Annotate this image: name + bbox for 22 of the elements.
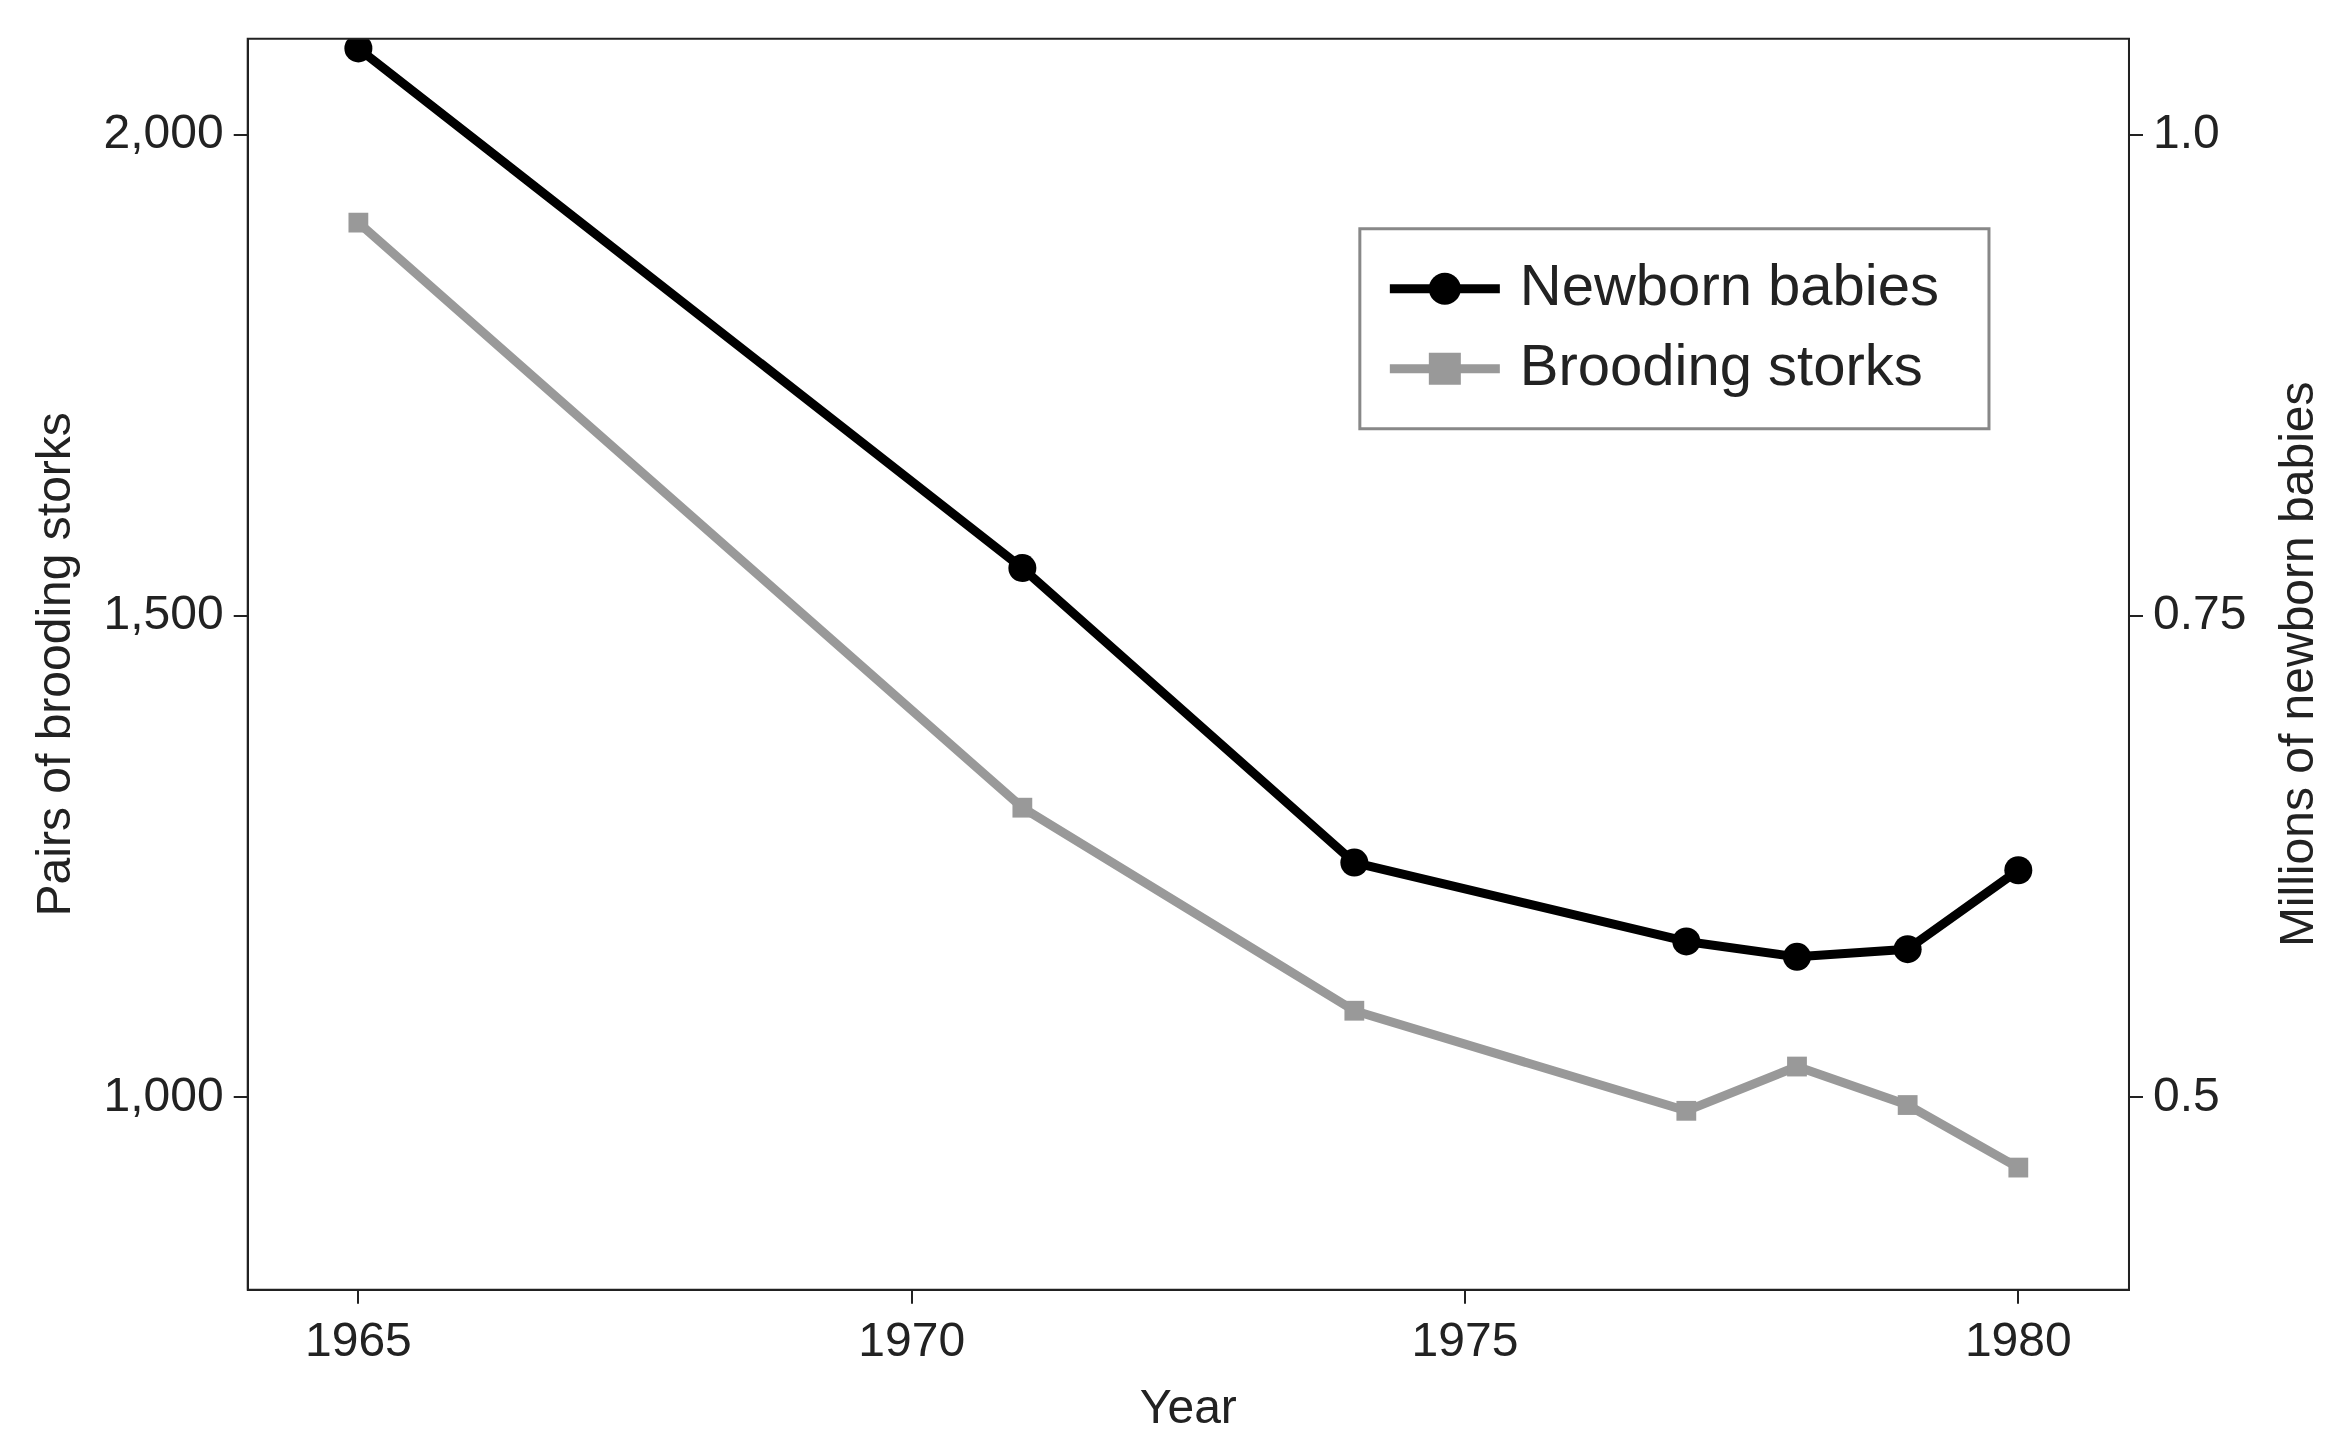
y-axis-title: Pairs of brooding storks: [27, 412, 81, 917]
y2-axis-title: Millions of newborn babies: [2270, 381, 2324, 948]
x-axis-title: Year: [1139, 1380, 1237, 1434]
y-tick-label: 2,000: [103, 105, 224, 159]
legend-label: Brooding storks: [1519, 331, 1923, 397]
point: [1012, 797, 1033, 818]
x-tick-label: 1975: [1411, 1312, 1519, 1366]
y-tick-label: 1,500: [103, 586, 224, 640]
point: [1787, 1056, 1807, 1077]
point: [1344, 1000, 1365, 1021]
legend-label: Newborn babies: [1519, 251, 1939, 317]
y-tick-label: 1,000: [103, 1067, 224, 1121]
point: [348, 212, 369, 233]
point: [1676, 1100, 1697, 1121]
y2-tick-label: 0.5: [2152, 1067, 2220, 1121]
y2-tick-label: 0.75: [2152, 586, 2247, 640]
x-tick-label: 1965: [304, 1312, 412, 1366]
y2-tick-label: 1.0: [2152, 105, 2220, 159]
x-tick-label: 1980: [1964, 1312, 2072, 1366]
point: [1897, 1095, 1918, 1115]
point: [2008, 1157, 2029, 1178]
x-tick-label: 1970: [858, 1312, 966, 1366]
